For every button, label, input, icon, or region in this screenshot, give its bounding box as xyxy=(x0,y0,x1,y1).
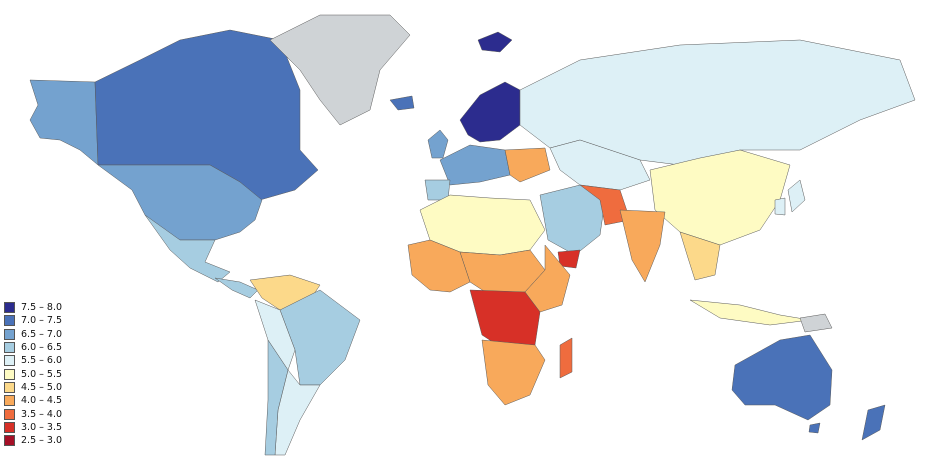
legend-swatch xyxy=(4,315,15,327)
country-china-mongolia[interactable] xyxy=(649,149,791,246)
country-southeast-asia[interactable] xyxy=(679,231,721,281)
legend-label: 6.0 – 6.5 xyxy=(21,342,63,354)
legend-label: 3.5 – 4.0 xyxy=(21,408,63,420)
legend-label: 3.0 – 3.5 xyxy=(21,421,63,433)
legend-row: 6.5 – 7.0 xyxy=(4,328,62,341)
country-southern-africa[interactable] xyxy=(481,339,546,406)
country-korea[interactable] xyxy=(774,197,786,216)
country-central-america[interactable] xyxy=(214,277,259,299)
country-west-africa[interactable] xyxy=(407,239,471,293)
legend-label: 2.5 – 3.0 xyxy=(21,435,63,447)
country-central-africa[interactable] xyxy=(469,289,541,351)
country-japan[interactable] xyxy=(787,179,806,213)
country-western-europe[interactable] xyxy=(439,144,511,186)
country-indonesia[interactable] xyxy=(689,299,811,326)
legend-row: 7.5 – 8.0 xyxy=(4,301,62,314)
legend-row: 6.0 – 6.5 xyxy=(4,341,62,354)
legend-swatch xyxy=(4,368,15,380)
legend-swatch xyxy=(4,435,15,447)
legend-swatch xyxy=(4,381,15,393)
legend-label: 4.5 – 5.0 xyxy=(21,381,63,393)
legend-swatch xyxy=(4,342,15,354)
legend-label: 7.0 – 7.5 xyxy=(21,315,63,327)
legend-label: 4.0 – 4.5 xyxy=(21,395,63,407)
country-usa[interactable] xyxy=(97,164,263,241)
country-brazil[interactable] xyxy=(279,289,361,386)
legend-swatch xyxy=(4,395,15,407)
legend-row: 5.5 – 6.0 xyxy=(4,354,62,367)
country-greenland[interactable] xyxy=(269,14,411,126)
country-papua-new-guinea[interactable] xyxy=(799,313,833,333)
country-madagascar[interactable] xyxy=(559,337,573,379)
country-alaska[interactable] xyxy=(29,79,99,166)
legend-row: 2.5 – 3.0 xyxy=(4,434,62,447)
country-svalbard[interactable] xyxy=(477,31,513,53)
country-eastern-europe[interactable] xyxy=(504,147,551,183)
legend-row: 3.0 – 3.5 xyxy=(4,421,62,434)
legend-label: 7.5 – 8.0 xyxy=(21,302,63,314)
legend-label: 6.5 – 7.0 xyxy=(21,328,63,340)
legend-swatch xyxy=(4,408,15,420)
legend-label: 5.0 – 5.5 xyxy=(21,368,63,380)
map-legend: 7.5 – 8.0 7.0 – 7.5 6.5 – 7.0 6.0 – 6.5 5.5 … xyxy=(4,301,62,447)
country-iceland[interactable] xyxy=(389,95,415,111)
country-mexico[interactable] xyxy=(144,214,231,283)
country-peru-bolivia[interactable] xyxy=(254,299,296,371)
country-india[interactable] xyxy=(619,209,666,283)
country-new-zealand[interactable] xyxy=(861,404,886,441)
country-uk-ireland[interactable] xyxy=(427,129,449,159)
legend-row: 4.0 – 4.5 xyxy=(4,394,62,407)
country-australia[interactable] xyxy=(731,334,833,421)
country-kazakhstan-central-asia[interactable] xyxy=(549,139,651,191)
legend-swatch xyxy=(4,328,15,340)
legend-row: 3.5 – 4.0 xyxy=(4,407,62,420)
legend-row: 4.5 – 5.0 xyxy=(4,381,62,394)
country-tasmania[interactable] xyxy=(808,422,821,434)
legend-label: 5.5 – 6.0 xyxy=(21,355,63,367)
country-scandinavia[interactable] xyxy=(459,81,521,143)
legend-swatch xyxy=(4,302,15,314)
legend-swatch xyxy=(4,355,15,367)
country-chile[interactable] xyxy=(264,339,289,456)
legend-row: 5.0 – 5.5 xyxy=(4,367,62,380)
country-yemen[interactable] xyxy=(557,249,581,269)
legend-row: 7.0 – 7.5 xyxy=(4,314,62,327)
legend-swatch xyxy=(4,421,15,433)
country-iran-afghanistan[interactable] xyxy=(579,184,631,226)
